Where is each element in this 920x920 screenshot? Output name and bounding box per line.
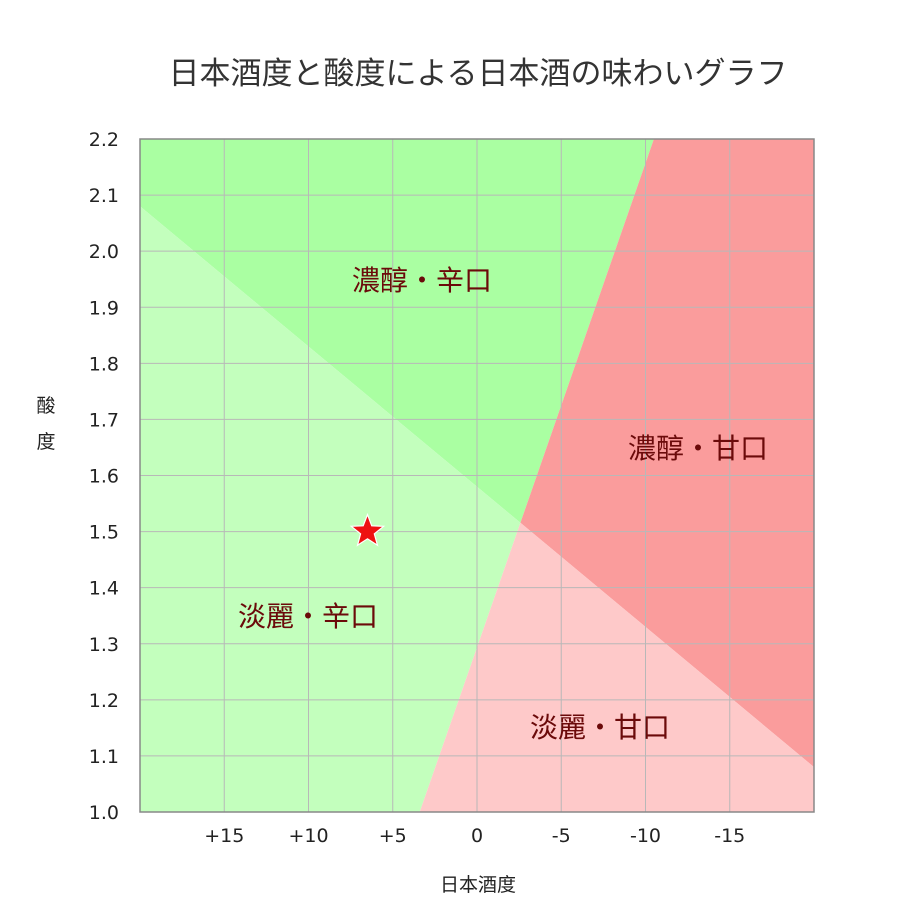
y-tick-label: 1.4 — [89, 578, 119, 600]
y-tick-label: 1.7 — [89, 409, 119, 431]
plot-frame — [139, 138, 815, 813]
chart-title: 日本酒度と酸度による日本酒の味わいグラフ — [168, 56, 787, 92]
x-tick-label: -15 — [714, 825, 745, 847]
data-points — [349, 512, 386, 547]
y-tick-label: 1.3 — [89, 634, 119, 656]
x-tick-label: +5 — [379, 825, 407, 847]
y-tick-label: 1.2 — [89, 690, 119, 712]
x-axis-label: 日本酒度 — [440, 874, 516, 896]
x-tick-label: -10 — [630, 825, 661, 847]
y-tick-label: 2.1 — [89, 185, 119, 207]
y-tick-label: 2.2 — [89, 129, 119, 151]
region-label-rich-sweet: 濃醇・甘口 — [628, 432, 768, 465]
region-rich-dry — [140, 139, 654, 523]
region-light-sweet — [419, 522, 814, 812]
y-tick-label: 1.9 — [89, 297, 119, 319]
y-tick-label: 1.0 — [89, 802, 119, 824]
y-tick-label: 1.8 — [89, 353, 119, 375]
y-axis-label: 酸度 — [36, 395, 55, 453]
region-rich-sweet — [520, 139, 814, 768]
x-tick-label: +15 — [204, 825, 244, 847]
y-tick-labels: 1.0 1.1 1.2 1.3 1.4 1.5 1.6 1.7 1.8 1.9 2.0 2.1 2.2 — [89, 129, 119, 824]
y-axis-label-char: 酸 — [36, 395, 55, 417]
y-tick-label: 1.5 — [89, 522, 119, 544]
y-tick-label: 2.0 — [89, 241, 119, 263]
x-tick-label: 0 — [471, 825, 483, 847]
region-label-light-sweet: 淡麗・甘口 — [530, 711, 670, 744]
data-point-star — [349, 512, 386, 547]
y-tick-label: 1.1 — [89, 746, 119, 768]
region-label-rich-dry: 濃醇・辛口 — [352, 264, 492, 297]
y-axis-label-char: 度 — [36, 431, 55, 453]
x-tick-label: -5 — [552, 825, 571, 847]
region-label-light-dry: 淡麗・辛口 — [238, 600, 378, 633]
y-tick-label: 1.6 — [89, 466, 119, 488]
region-light-dry — [140, 206, 521, 813]
x-tick-label: +10 — [288, 825, 328, 847]
x-tick-labels: +15 +10 +5 0 -5 -10 -15 — [204, 825, 745, 847]
region-layer — [140, 139, 814, 813]
